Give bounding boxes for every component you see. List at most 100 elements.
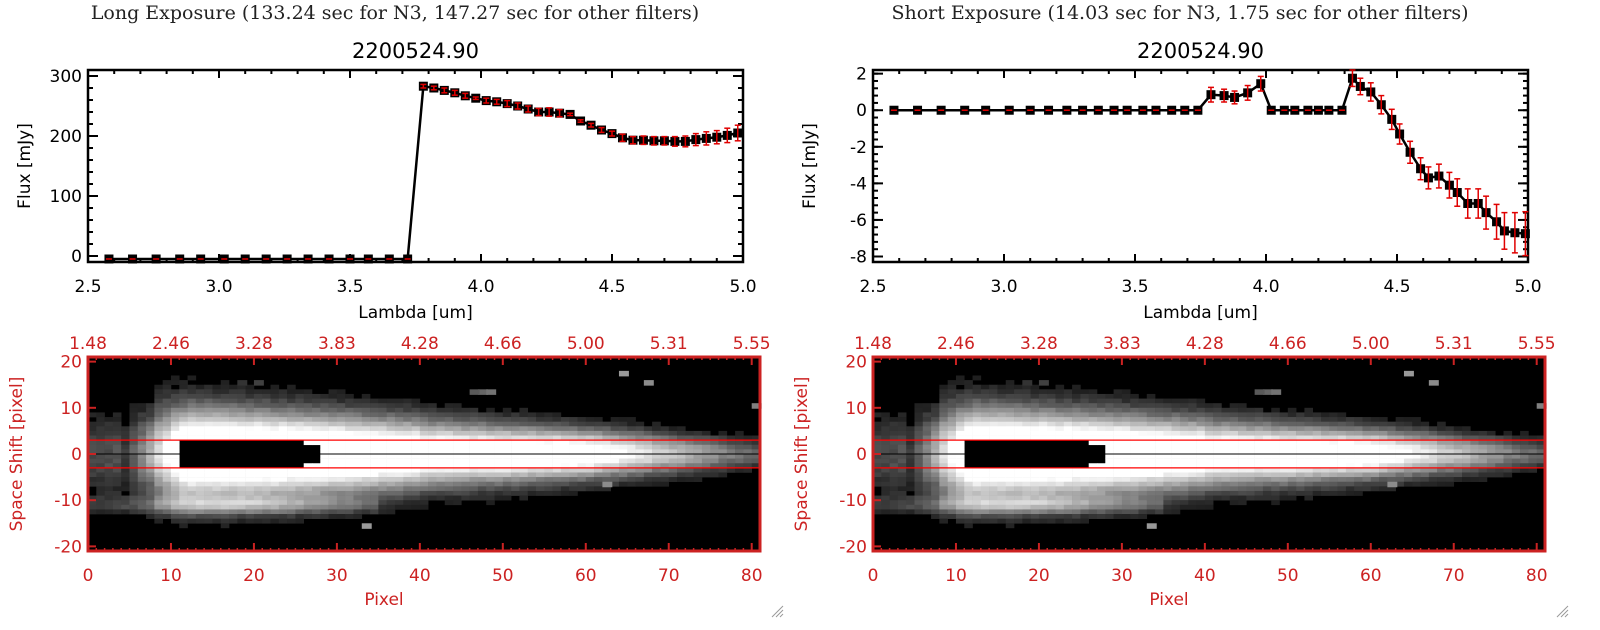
x-tick-label: 10 [160, 566, 182, 586]
image-pixel [1420, 472, 1430, 478]
image-pixel [1238, 421, 1247, 427]
image-pixel [270, 421, 280, 427]
x-tick-label: 4.5 [598, 277, 625, 297]
image-pixel [1321, 472, 1330, 478]
image-pixel [1221, 430, 1231, 436]
image-pixel [897, 490, 907, 496]
image-pixel [444, 490, 454, 496]
image-pixel [428, 421, 437, 427]
image-pixel [353, 458, 363, 464]
image-pixel [386, 495, 396, 501]
image-pixel [1337, 430, 1347, 436]
y-tick-label: -20 [839, 537, 867, 557]
image-pixel [544, 435, 553, 441]
image-pixel [1387, 486, 1396, 492]
image-pixel [602, 444, 611, 450]
image-pixel [1428, 477, 1438, 483]
image-pixel [386, 403, 396, 409]
image-pixel [361, 421, 371, 427]
image-pixel [1329, 463, 1338, 469]
image-pixel [1511, 458, 1521, 464]
image-pixel [1130, 403, 1139, 409]
y-tick-label: 2 [856, 65, 867, 85]
image-pixel [1296, 481, 1305, 487]
image-pixel [129, 412, 139, 418]
image-pixel [444, 495, 454, 501]
image-pixel [1246, 463, 1255, 469]
image-pixel [511, 449, 520, 455]
image-pixel [585, 421, 595, 427]
image-pixel [1088, 504, 1098, 510]
image-pixel [964, 477, 973, 483]
image-pixel [353, 444, 363, 450]
image-pixel [229, 421, 238, 427]
image-pixel [947, 490, 957, 496]
image-pixel [320, 509, 329, 515]
image-pixel [502, 477, 512, 483]
image-pixel [378, 463, 387, 469]
image-pixel [88, 463, 97, 469]
image-pixel [610, 417, 620, 422]
image-pixel [972, 486, 982, 492]
image-pixel [469, 486, 479, 492]
x-tick-label: 5.0 [1514, 277, 1541, 297]
image-pixel [947, 384, 957, 390]
image-pixel [1321, 444, 1330, 450]
image-pixel [1213, 490, 1222, 496]
image-pixel [627, 449, 636, 455]
image-pixel [154, 500, 163, 506]
image-pixel [914, 458, 924, 464]
image-pixel [635, 426, 645, 432]
image-pixel [1188, 398, 1197, 404]
image-pixel [436, 430, 446, 436]
image-pixel [1437, 481, 1446, 487]
image-pixel [881, 490, 890, 496]
image-pixel [121, 509, 130, 515]
image-pixel [652, 435, 661, 441]
resize-handle-icon[interactable] [770, 604, 784, 618]
image-pixel [1345, 440, 1355, 446]
resize-handle-icon[interactable] [1555, 604, 1569, 618]
image-pixel [394, 426, 404, 432]
image-pixel [303, 430, 313, 436]
image-pixel [701, 435, 711, 441]
image-pixel [527, 435, 537, 441]
image-pixel [511, 421, 520, 427]
image-pixel [743, 440, 753, 446]
image-pixel [939, 393, 948, 399]
image-pixel [643, 444, 653, 450]
image-pixel [170, 449, 180, 455]
image-pixel [602, 430, 611, 436]
image-pixel [1221, 449, 1231, 455]
image-pixel [204, 393, 213, 399]
image-pixel [1171, 504, 1181, 510]
image-pixel [989, 518, 998, 524]
image-pixel [1163, 449, 1172, 455]
image-pixel [627, 472, 636, 478]
image-pixel [989, 490, 998, 496]
image-pixel [643, 380, 654, 386]
image-pixel [1179, 426, 1189, 432]
image-pixel [1188, 504, 1197, 510]
image-pixel [1511, 444, 1521, 450]
image-pixel [212, 430, 222, 436]
image-pixel [428, 481, 437, 487]
image-pixel [560, 430, 570, 436]
image-pixel [544, 430, 553, 436]
image-pixel [989, 477, 998, 483]
image-pixel [536, 472, 545, 478]
image-pixel [1478, 472, 1488, 478]
image-pixel [1022, 495, 1031, 501]
image-pixel [370, 435, 379, 441]
image-pixel [486, 417, 495, 422]
image-pixel [1238, 454, 1247, 459]
image-pixel [873, 449, 882, 455]
x-tick-label: 50 [1277, 566, 1299, 586]
image-pixel [980, 407, 990, 413]
image-pixel [112, 444, 122, 450]
x-tick-label: 2.5 [859, 277, 886, 297]
image-pixel [270, 393, 280, 399]
image-pixel [1130, 495, 1139, 501]
image-pixel [947, 398, 957, 404]
image-pixel [378, 444, 387, 450]
